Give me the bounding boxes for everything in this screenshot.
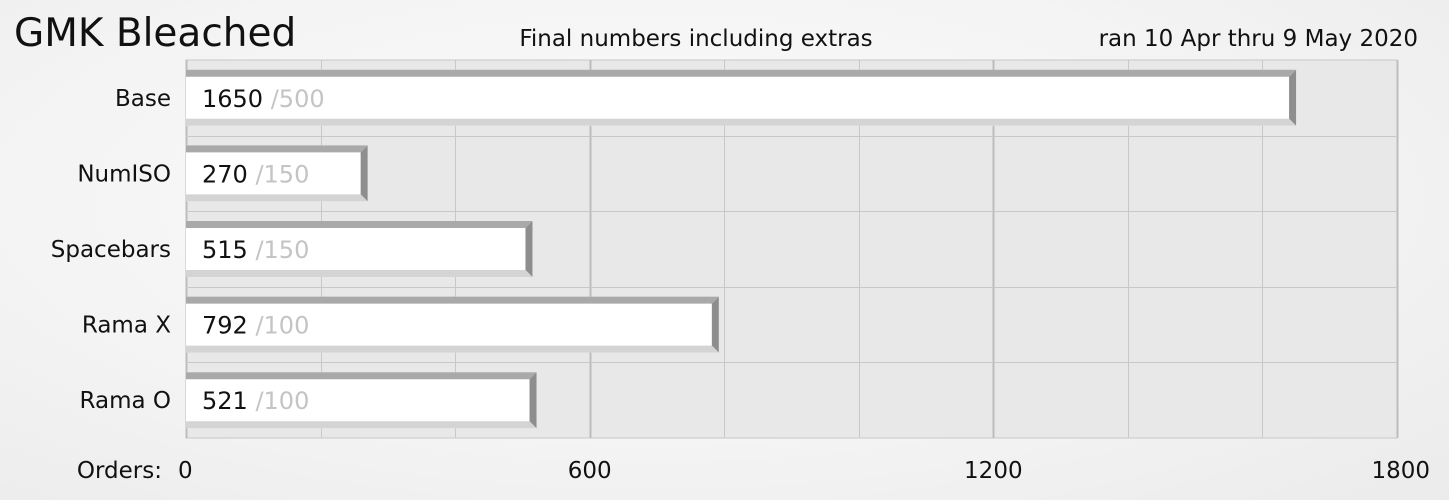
bar-minimum: /500	[271, 85, 325, 113]
bar-minimum: /150	[255, 160, 309, 188]
x-tick-label: 0	[178, 458, 193, 484]
bar-value: 521	[202, 387, 255, 415]
bar-value-label: 270 /150	[202, 160, 309, 188]
bar-face	[186, 372, 537, 429]
bar-value-label: 792 /100	[202, 312, 309, 340]
bar-face	[186, 221, 533, 277]
bar-value-label: 515 /150	[202, 236, 309, 264]
category-label: Rama X	[82, 313, 171, 339]
bar-value-label: 521 /100	[202, 387, 309, 415]
bar-value: 270	[202, 160, 255, 188]
bar-face	[186, 145, 368, 202]
bar-face	[186, 69, 1297, 126]
x-tick-label: 600	[568, 458, 612, 484]
bar-bevel-top	[186, 372, 537, 380]
category-label: NumISO	[77, 161, 171, 187]
bar: 521 /100	[186, 372, 537, 429]
bar: 1650 /500	[186, 69, 1297, 126]
bar-minimum: /150	[255, 236, 309, 264]
bar-bevel-right	[711, 296, 719, 353]
bar-bevel-bottom	[186, 345, 719, 353]
category-label: Base	[115, 86, 171, 112]
bar: 270 /150	[186, 145, 368, 202]
chart-title: GMK Bleached	[14, 11, 296, 56]
chart-subtitle: Final numbers including extras	[519, 26, 872, 52]
bar-bevel-top	[186, 296, 719, 304]
bar-bevel-bottom	[186, 270, 533, 277]
bar-bevel-bottom	[186, 421, 537, 429]
bar-bevel-top	[186, 145, 368, 153]
bar-value: 792	[202, 312, 255, 340]
date-range-annotation: ran 10 Apr thru 9 May 2020	[1099, 26, 1418, 52]
bar-bevel-bottom	[186, 194, 368, 202]
bar-bevel-top	[186, 69, 1297, 77]
bar-bevel-top	[186, 221, 533, 228]
x-tick-label: 1200	[964, 458, 1023, 484]
bar: 792 /100	[186, 296, 719, 353]
category-label: Spacebars	[51, 237, 171, 263]
category-label: Rama O	[80, 388, 171, 414]
category-labels: Base NumISO Spacebars Rama X Rama O	[51, 86, 171, 414]
bar-bevel-right	[360, 145, 368, 202]
x-tick-labels: 0 600 1200 1800	[178, 458, 1430, 484]
bar-bevel-bottom	[186, 118, 1297, 126]
bar: 515 /150	[186, 221, 533, 277]
x-tick-label: 1800	[1371, 458, 1430, 484]
bar-value: 515	[202, 236, 255, 264]
bar-minimum: /100	[255, 387, 309, 415]
x-axis-label: Orders:	[77, 458, 162, 484]
bar-minimum: /100	[255, 312, 309, 340]
bar-bevel-right	[525, 221, 533, 277]
bar-face	[186, 296, 719, 353]
bar-bevel-right	[1289, 69, 1297, 126]
bar-bevel-right	[529, 372, 537, 429]
bar-value-label: 1650 /500	[202, 85, 325, 113]
bar-value: 1650	[202, 85, 271, 113]
